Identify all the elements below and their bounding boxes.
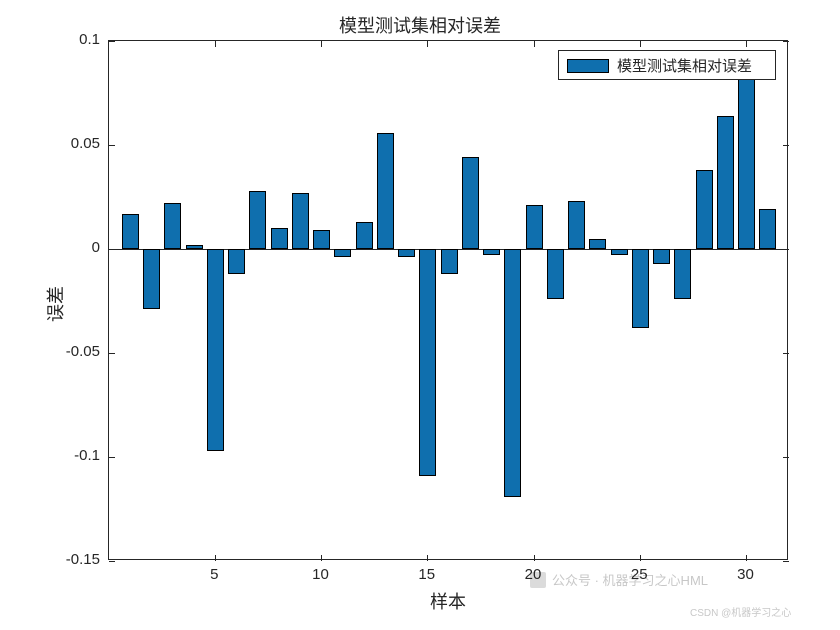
x-tick <box>427 41 428 47</box>
y-tick <box>109 249 115 250</box>
bar <box>122 214 139 249</box>
bar <box>738 78 755 249</box>
y-tick <box>109 41 115 42</box>
bar <box>483 249 500 255</box>
bar <box>696 170 713 249</box>
bar <box>398 249 415 257</box>
y-tick-label: -0.1 <box>74 447 100 464</box>
bar <box>526 205 543 249</box>
y-tick <box>783 353 789 354</box>
bar <box>313 230 330 249</box>
x-tick <box>534 555 535 561</box>
y-axis-label: 误差 <box>42 286 68 322</box>
bar <box>653 249 670 264</box>
y-tick <box>783 561 789 562</box>
bar <box>674 249 691 299</box>
y-tick <box>109 145 115 146</box>
bar <box>632 249 649 328</box>
y-tick-label: 0.05 <box>71 135 100 152</box>
legend-label: 模型测试集相对误差 <box>617 55 752 76</box>
bar <box>164 203 181 249</box>
watermark-main: 公众号 · 机器学习之心HML <box>530 570 708 589</box>
y-tick-label: 0 <box>92 239 100 256</box>
x-tick-label: 20 <box>518 566 548 583</box>
bar <box>504 249 521 497</box>
bar <box>759 209 776 249</box>
x-tick-label: 25 <box>624 566 654 583</box>
x-tick <box>640 555 641 561</box>
x-tick-label: 30 <box>731 566 761 583</box>
x-tick <box>215 555 216 561</box>
y-tick <box>109 457 115 458</box>
bar <box>462 157 479 249</box>
x-axis-label: 样本 <box>108 588 788 614</box>
y-tick <box>109 353 115 354</box>
plot-area <box>108 40 788 560</box>
x-tick-label: 5 <box>199 566 229 583</box>
legend-item: 模型测试集相对误差 <box>567 55 767 76</box>
bar <box>271 228 288 249</box>
x-tick <box>427 555 428 561</box>
x-tick <box>321 555 322 561</box>
x-tick-label: 15 <box>412 566 442 583</box>
bar <box>186 245 203 249</box>
x-tick <box>534 41 535 47</box>
y-tick <box>783 249 789 250</box>
x-tick <box>215 41 216 47</box>
bar <box>589 239 606 249</box>
bar <box>249 191 266 249</box>
y-tick-label: -0.05 <box>66 343 100 360</box>
x-tick <box>321 41 322 47</box>
bar <box>611 249 628 255</box>
bar <box>207 249 224 451</box>
chart-title: 模型测试集相对误差 <box>0 12 840 38</box>
bar <box>334 249 351 257</box>
bar <box>292 193 309 249</box>
x-tick <box>746 41 747 47</box>
y-tick <box>109 561 115 562</box>
x-tick <box>746 555 747 561</box>
y-tick <box>783 41 789 42</box>
watermark-sub: CSDN @机器学习之心 <box>690 604 791 619</box>
y-tick <box>783 457 789 458</box>
x-tick <box>640 41 641 47</box>
legend-swatch-icon <box>567 59 609 73</box>
legend: 模型测试集相对误差 <box>558 50 776 80</box>
y-tick-label: 0.1 <box>79 31 100 48</box>
bar <box>356 222 373 249</box>
bar <box>143 249 160 309</box>
bar <box>377 133 394 249</box>
bar <box>547 249 564 299</box>
y-tick-label: -0.15 <box>66 551 100 568</box>
x-tick-label: 10 <box>306 566 336 583</box>
y-tick <box>783 145 789 146</box>
bar <box>441 249 458 274</box>
bar <box>568 201 585 249</box>
bar <box>717 116 734 249</box>
figure: 模型测试集相对误差 误差 样本 模型测试集相对误差 公众号 · 机器学习之心HM… <box>0 0 840 630</box>
bar <box>419 249 436 476</box>
bar <box>228 249 245 274</box>
